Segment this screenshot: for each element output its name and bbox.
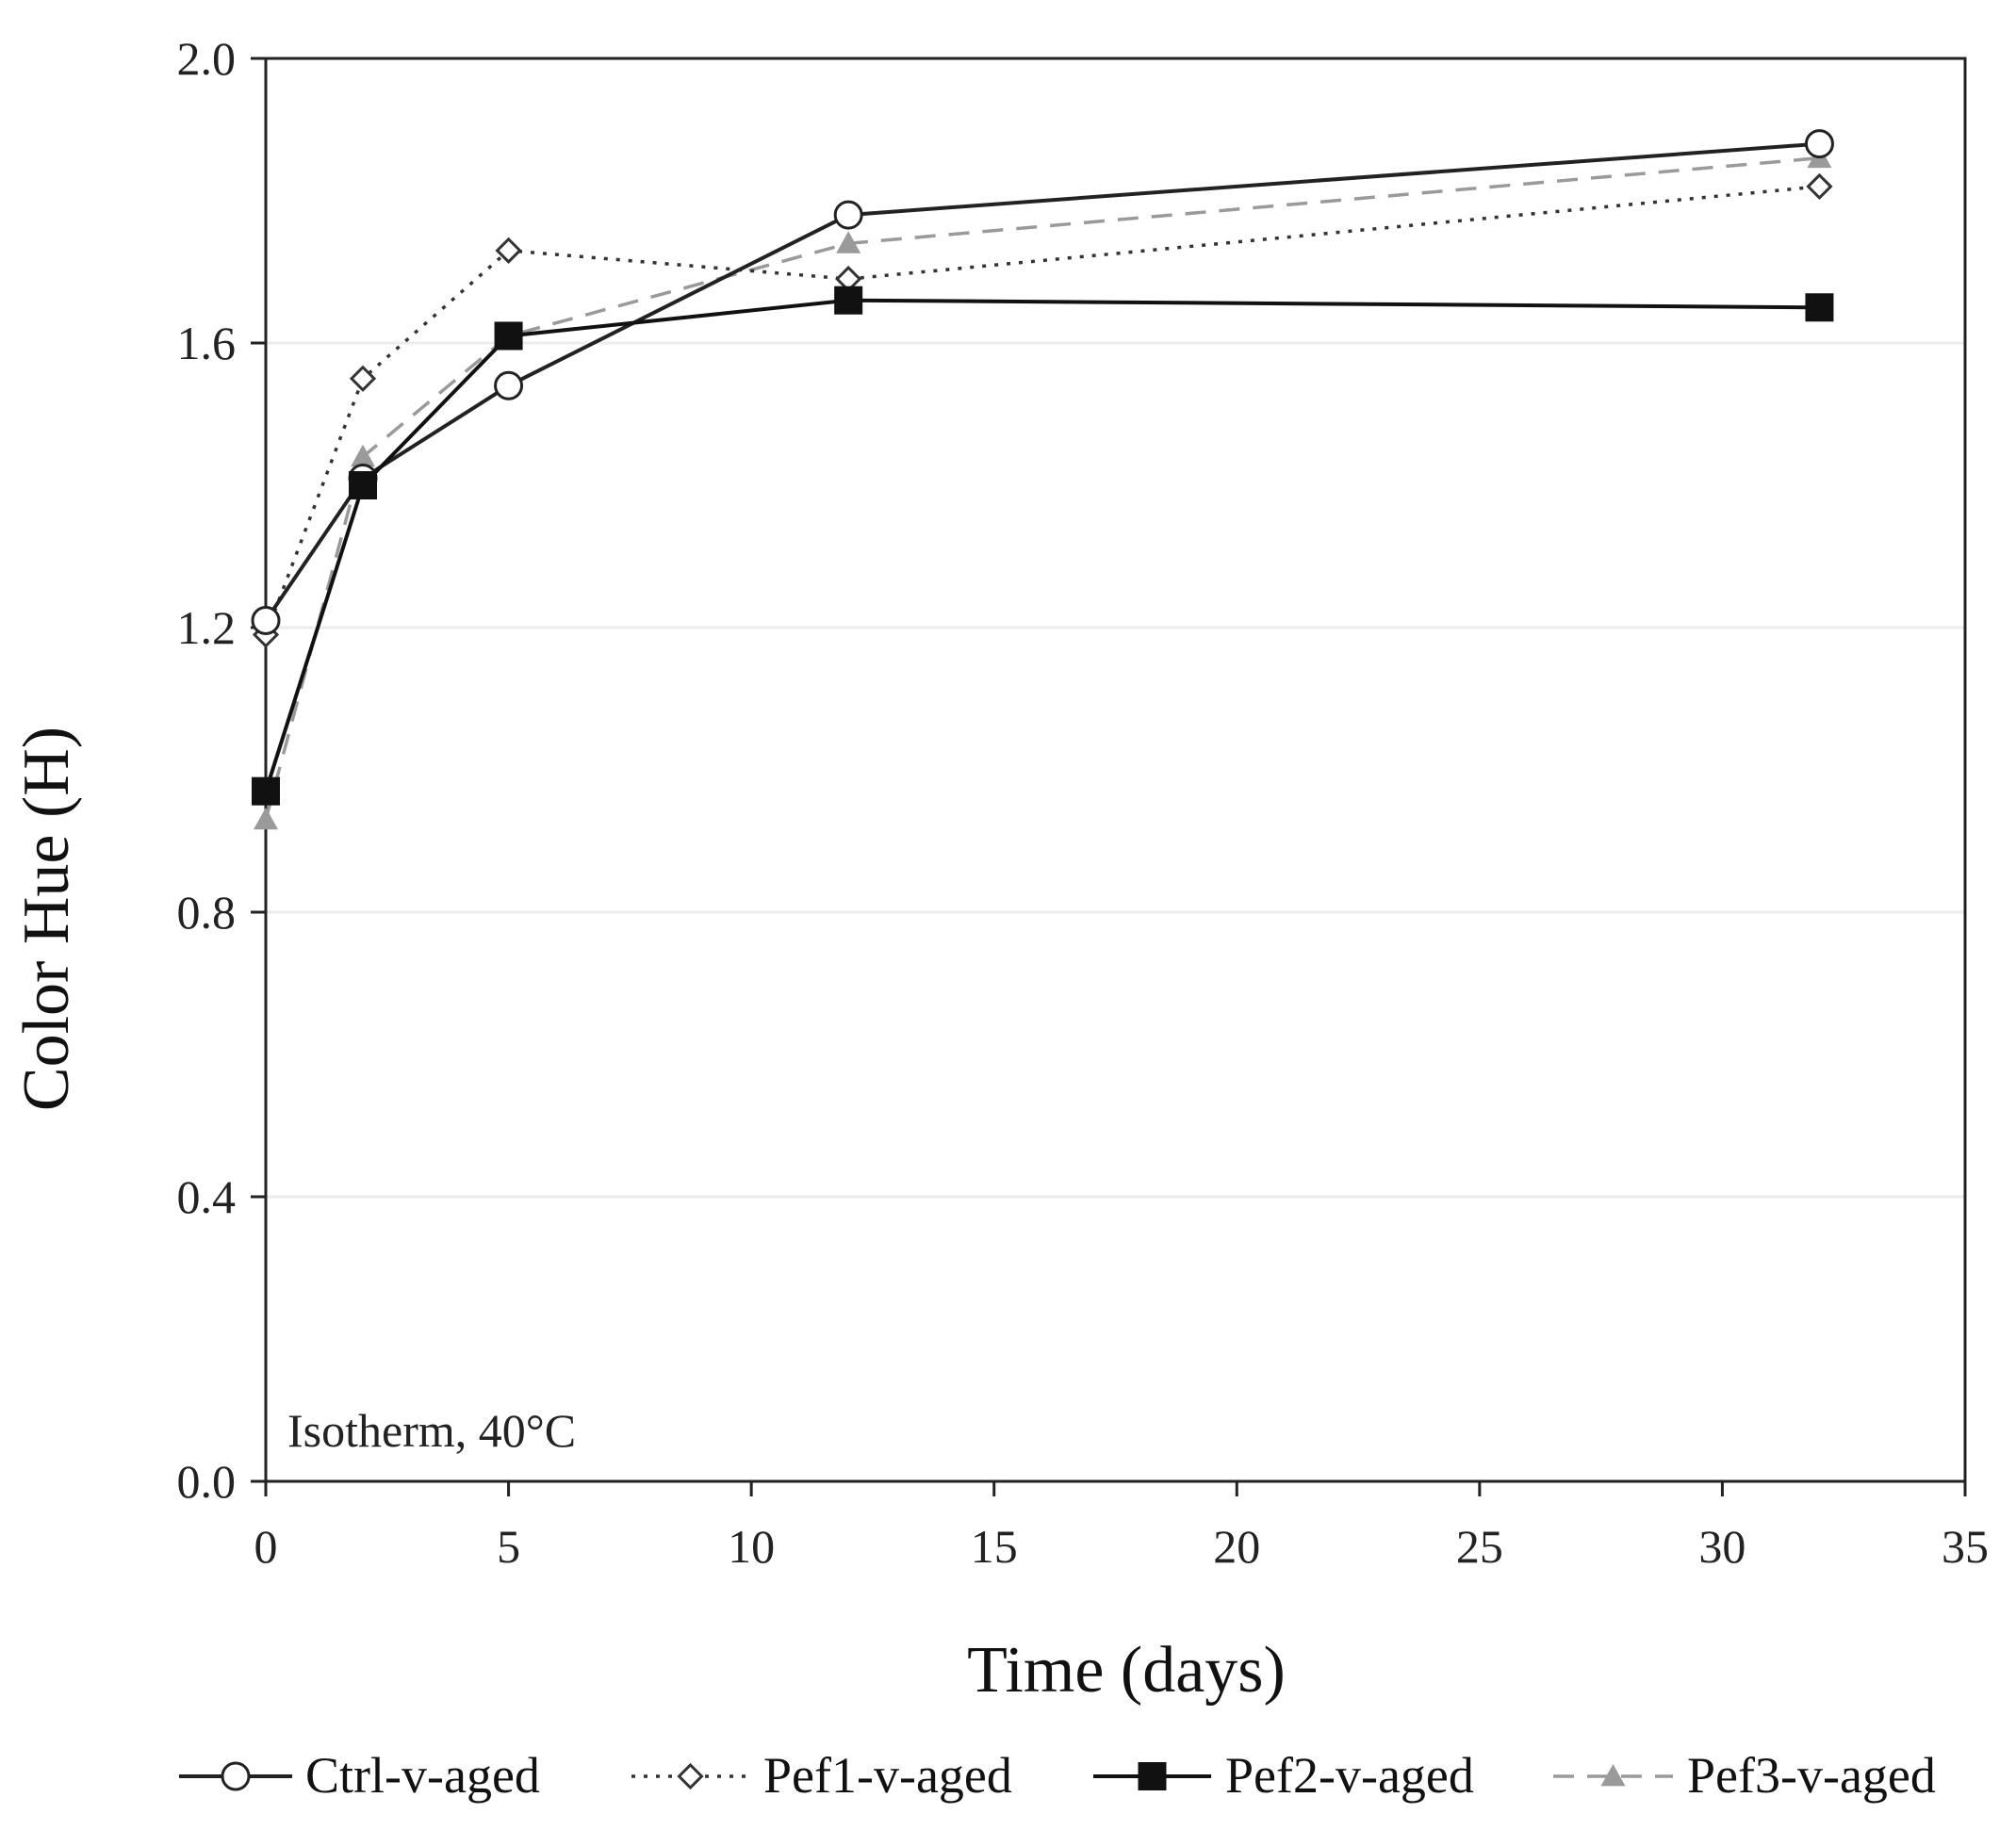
annotation-isotherm: Isotherm, 40°C bbox=[287, 1404, 576, 1457]
legend-item-pef2: Pef2-v-aged bbox=[1093, 1747, 1474, 1804]
x-tick-label: 25 bbox=[1456, 1520, 1503, 1573]
axes bbox=[264, 57, 1967, 1483]
y-tick-label: 1.6 bbox=[177, 317, 237, 369]
data-point bbox=[252, 776, 280, 806]
y-axis-ticks: 0.0 0.4 0.8 1.2 1.6 2.0 bbox=[177, 32, 266, 1508]
legend-sample bbox=[179, 1761, 292, 1791]
plot-frame bbox=[264, 57, 1967, 1483]
x-axis-ticks: 0 5 10 15 20 25 30 35 bbox=[254, 1481, 1989, 1573]
legend-item-pef3: Pef3-v-aged bbox=[1553, 1747, 1936, 1804]
data-point bbox=[834, 286, 863, 315]
series-line bbox=[264, 298, 1820, 792]
series-line bbox=[264, 155, 1820, 821]
data-point bbox=[836, 231, 861, 253]
data-point bbox=[1804, 129, 1834, 159]
legend: Ctrl-v-aged Pef1-v-aged Pef2-v-aged Pef3… bbox=[179, 1747, 1936, 1804]
legend-label-ctrl: Ctrl-v-aged bbox=[305, 1747, 540, 1804]
series-ctrl-v-aged bbox=[251, 129, 1834, 635]
legend-label-pef3: Pef3-v-aged bbox=[1687, 1747, 1936, 1804]
y-axis-title: Color Hue (H) bbox=[10, 727, 83, 1111]
legend-marker bbox=[1138, 1762, 1167, 1790]
data-point bbox=[351, 444, 376, 467]
x-tick-label: 35 bbox=[1942, 1520, 1989, 1573]
y-tick-label: 0.4 bbox=[177, 1170, 237, 1223]
legend-item-pef1: Pef1-v-aged bbox=[631, 1747, 1012, 1804]
x-axis-title: Time (days) bbox=[967, 1634, 1286, 1707]
legend-sample bbox=[1093, 1762, 1211, 1790]
data-point bbox=[495, 237, 522, 264]
legend-marker bbox=[1600, 1764, 1626, 1787]
x-tick-label: 15 bbox=[971, 1520, 1018, 1573]
data-point bbox=[1806, 172, 1833, 201]
series-pef1-v-aged bbox=[252, 172, 1833, 648]
legend-label-pef1: Pef1-v-aged bbox=[763, 1747, 1012, 1804]
y-tick-label: 2.0 bbox=[177, 32, 237, 85]
data-point bbox=[349, 365, 377, 392]
x-tick-label: 0 bbox=[254, 1520, 278, 1573]
data-point bbox=[251, 605, 281, 635]
data-point bbox=[1805, 293, 1834, 322]
legend-sample bbox=[631, 1762, 749, 1790]
data-point bbox=[494, 370, 524, 400]
legend-marker bbox=[221, 1761, 251, 1791]
legend-marker bbox=[677, 1762, 704, 1790]
x-tick-label: 10 bbox=[728, 1520, 775, 1573]
y-tick-label: 1.2 bbox=[177, 601, 237, 654]
x-tick-label: 20 bbox=[1213, 1520, 1260, 1573]
y-tick-label: 0.8 bbox=[177, 886, 237, 939]
x-tick-label: 30 bbox=[1698, 1520, 1746, 1573]
series-layer bbox=[251, 129, 1834, 830]
legend-item-ctrl: Ctrl-v-aged bbox=[179, 1747, 540, 1804]
legend-label-pef2: Pef2-v-aged bbox=[1225, 1747, 1474, 1804]
series-pef3-v-aged bbox=[254, 145, 1832, 830]
grid-lines bbox=[266, 341, 1965, 1199]
data-point bbox=[254, 807, 278, 830]
x-tick-label: 5 bbox=[497, 1520, 520, 1573]
legend-sample bbox=[1553, 1764, 1673, 1787]
data-point bbox=[349, 471, 378, 499]
data-point bbox=[494, 321, 523, 351]
series-pef2-v-aged bbox=[252, 286, 1834, 806]
data-point bbox=[833, 200, 863, 230]
y-tick-label: 0.0 bbox=[177, 1455, 237, 1508]
